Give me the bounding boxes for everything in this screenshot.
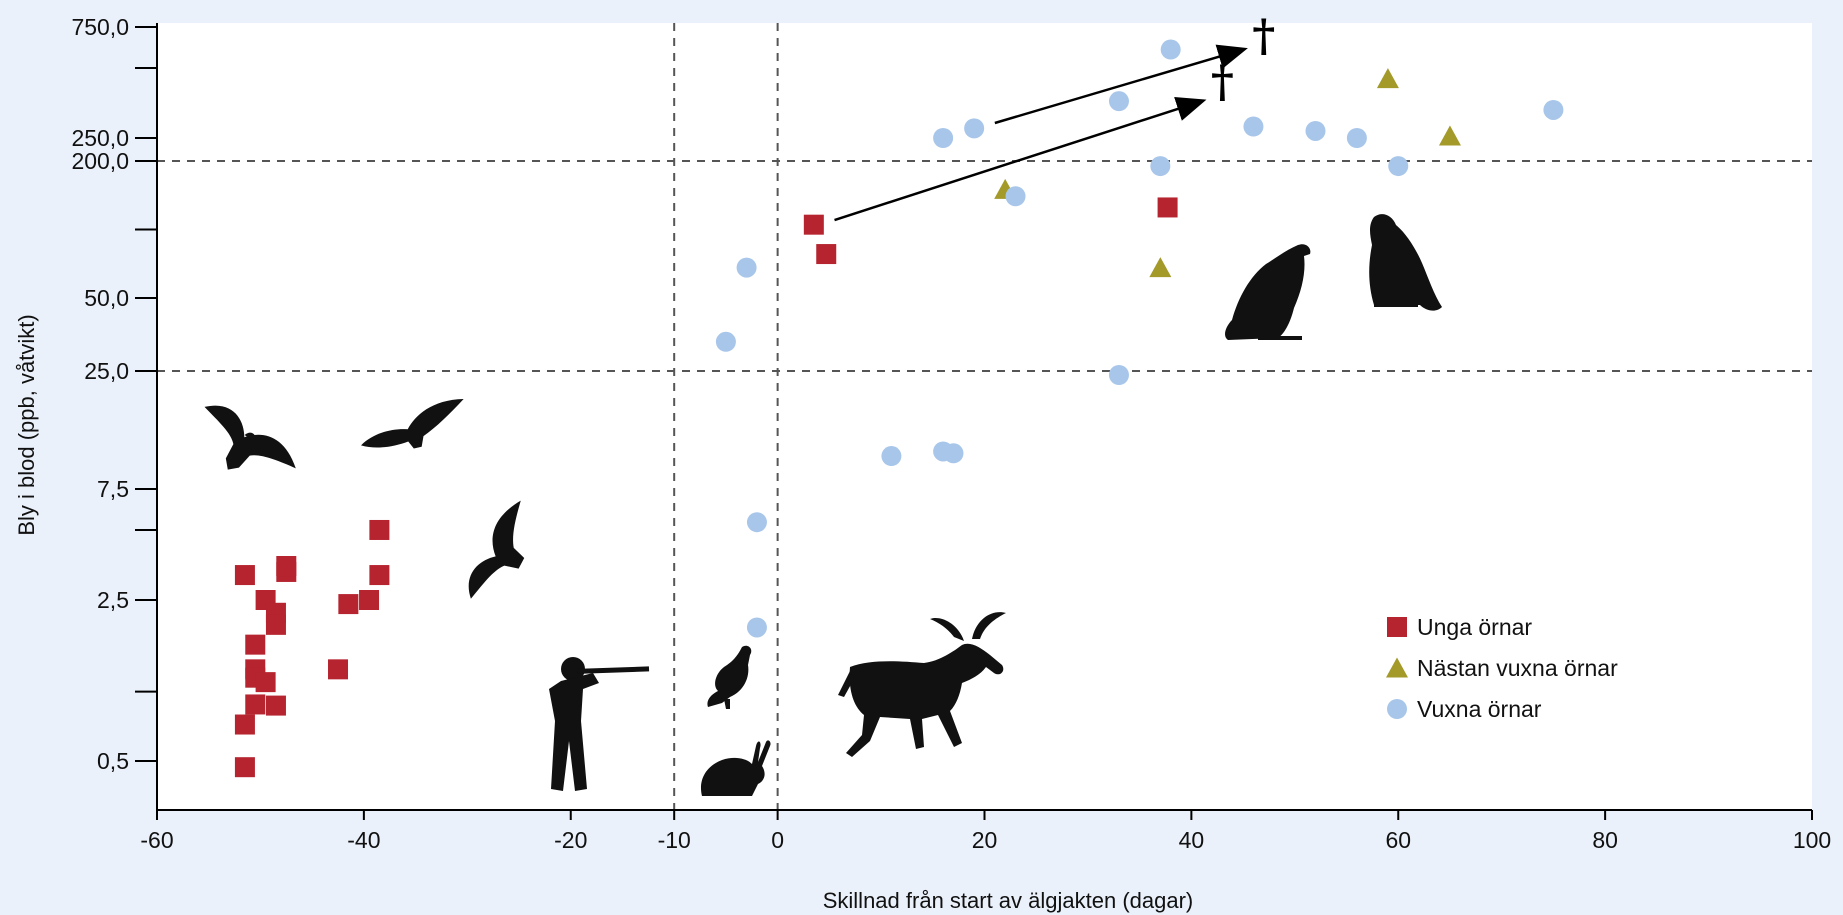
data-point-circle bbox=[881, 446, 902, 467]
data-point-circle bbox=[746, 512, 767, 533]
y-axis-label: Bly i blod (ppb, våtvikt) bbox=[14, 314, 39, 535]
data-point-circle bbox=[1305, 120, 1326, 141]
annotation-arrow bbox=[834, 96, 1207, 222]
data-point-square bbox=[369, 565, 390, 586]
data-point-circle bbox=[1150, 156, 1171, 177]
plot-area bbox=[157, 23, 1812, 810]
data-point-square bbox=[234, 565, 255, 586]
x-tick-label: 40 bbox=[1179, 827, 1205, 853]
data-point-square bbox=[234, 757, 255, 778]
data-point-square bbox=[369, 519, 390, 540]
legend-label: Vuxna örnar bbox=[1417, 696, 1542, 722]
series-square bbox=[234, 197, 1178, 778]
dagger-symbol: † bbox=[1211, 57, 1234, 108]
legend-marker-square bbox=[1387, 617, 1407, 637]
data-point-circle bbox=[943, 443, 964, 464]
x-tick-label: 0 bbox=[771, 827, 784, 853]
data-point-square bbox=[359, 590, 380, 610]
data-point-square bbox=[265, 614, 286, 635]
series-circle bbox=[715, 39, 1564, 638]
legend-marker-triangle bbox=[1386, 657, 1408, 678]
legend-marker-circle bbox=[1387, 699, 1407, 719]
y-tick-label: 25,0 bbox=[84, 358, 129, 384]
data-point-square bbox=[234, 714, 255, 735]
data-point-circle bbox=[1388, 156, 1409, 177]
x-tick-label: 20 bbox=[972, 827, 998, 853]
data-point-square bbox=[816, 244, 837, 265]
x-tick-label: -40 bbox=[347, 827, 380, 853]
x-tick-label: -10 bbox=[658, 827, 691, 853]
legend-label: Nästan vuxna örnar bbox=[1417, 655, 1618, 681]
annotations: †† bbox=[834, 11, 1275, 222]
x-tick-label: 100 bbox=[1793, 827, 1831, 853]
y-tick-label: 2,5 bbox=[97, 587, 129, 613]
data-point-triangle bbox=[1376, 68, 1399, 89]
data-point-triangle bbox=[1438, 125, 1461, 146]
data-point-triangle bbox=[1149, 257, 1172, 278]
hare-icon bbox=[700, 740, 771, 796]
data-point-square bbox=[276, 556, 297, 577]
x-axis-label: Skillnad från start av älgjakten (dagar) bbox=[823, 888, 1194, 913]
legend: Unga örnar Nästan vuxna örnar Vuxna örnar bbox=[1386, 614, 1618, 722]
x-tick-label: -20 bbox=[554, 827, 587, 853]
data-point-square bbox=[245, 694, 266, 715]
eagle-flying-1-icon bbox=[204, 405, 296, 470]
eagle-flying-3-icon bbox=[468, 500, 525, 599]
y-tick-label: 50,0 bbox=[84, 285, 129, 311]
data-point-circle bbox=[964, 118, 985, 139]
annotation-arrow bbox=[994, 44, 1248, 125]
data-point-circle bbox=[736, 257, 757, 278]
y-tick-label: 750,0 bbox=[71, 14, 129, 40]
data-point-circle bbox=[1346, 128, 1367, 148]
data-point-circle bbox=[1160, 39, 1181, 60]
x-tick-label: 80 bbox=[1592, 827, 1618, 853]
data-point-circle bbox=[746, 617, 767, 638]
ticks: -60 -40 -20 -10 0 20 40 60 80 100 0,5 2,5 7,5 25,0 50,… bbox=[71, 14, 1831, 853]
eagle-perched-2-icon bbox=[1369, 214, 1442, 311]
y-tick-label: 250,0 bbox=[71, 125, 129, 151]
eagle-flying-2-icon bbox=[361, 399, 464, 449]
grouse-icon bbox=[707, 645, 752, 709]
y-tick-label: 0,5 bbox=[97, 748, 129, 774]
data-point-circle bbox=[1108, 365, 1129, 386]
data-point-square bbox=[803, 214, 824, 235]
data-point-square bbox=[1157, 197, 1178, 218]
x-tick-label: 60 bbox=[1385, 827, 1411, 853]
data-point-circle bbox=[933, 128, 954, 148]
eagle-perched-1-icon bbox=[1225, 244, 1311, 340]
data-point-square bbox=[255, 672, 276, 693]
data-point-square bbox=[245, 634, 266, 655]
data-point-square bbox=[328, 659, 349, 680]
hunter-icon bbox=[549, 657, 650, 791]
data-points bbox=[234, 39, 1564, 778]
y-tick-label: 200,0 bbox=[71, 148, 129, 174]
reference-lines bbox=[157, 23, 1812, 810]
data-point-circle bbox=[715, 331, 736, 352]
data-point-circle bbox=[1108, 91, 1129, 112]
data-point-square bbox=[338, 594, 359, 615]
data-point-circle bbox=[1005, 186, 1026, 207]
legend-label: Unga örnar bbox=[1417, 614, 1532, 640]
x-tick-label: -60 bbox=[140, 827, 173, 853]
data-point-square bbox=[265, 695, 286, 716]
dagger-symbol: † bbox=[1252, 11, 1275, 62]
y-tick-label: 7,5 bbox=[97, 476, 129, 502]
moose-icon bbox=[838, 612, 1006, 757]
data-point-circle bbox=[1243, 116, 1264, 137]
data-point-circle bbox=[1543, 99, 1564, 120]
